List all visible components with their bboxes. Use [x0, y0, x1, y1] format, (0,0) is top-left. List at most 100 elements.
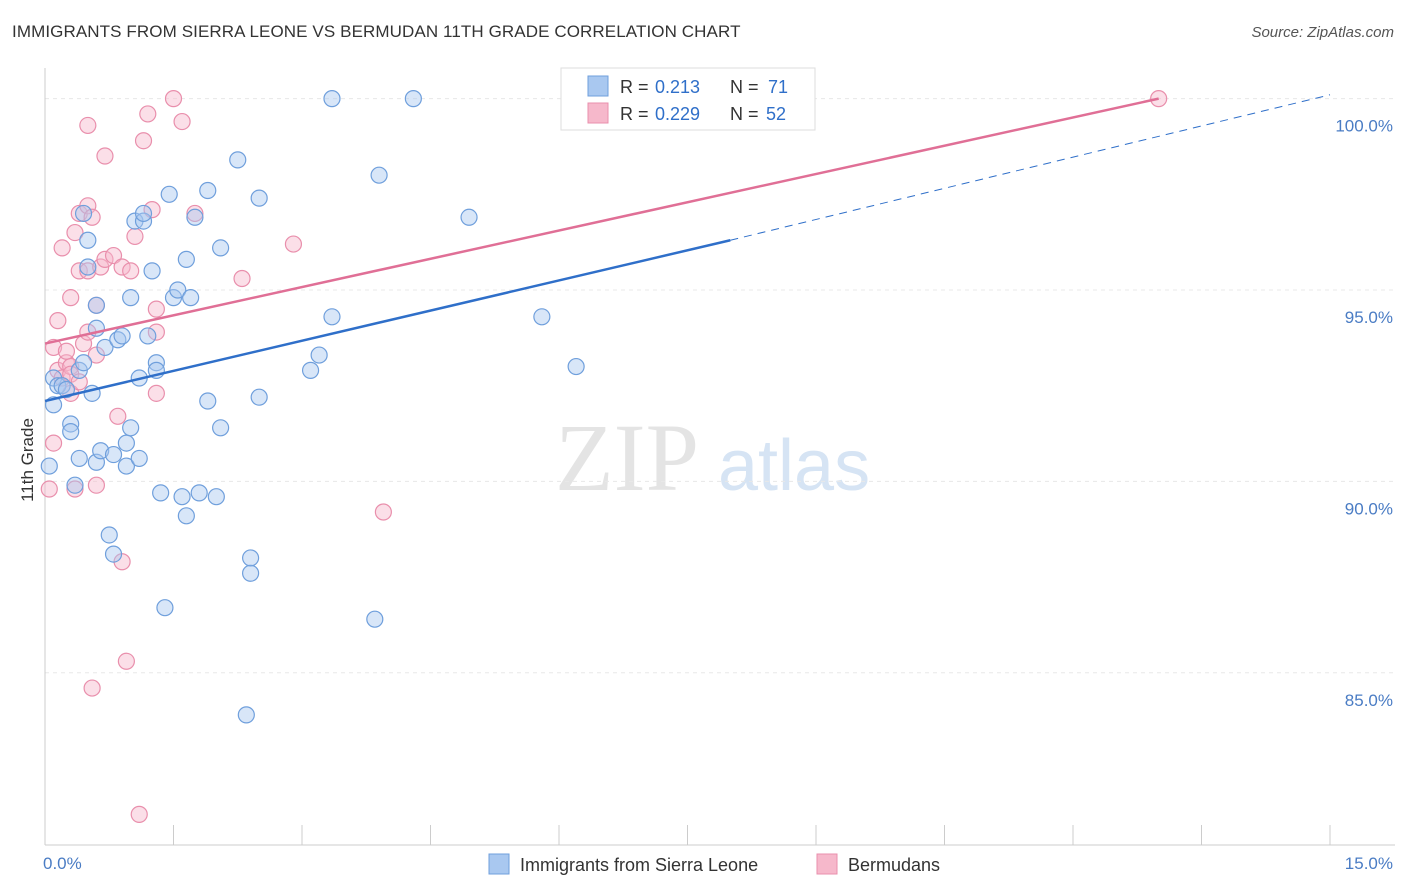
y-tick-labels: 85.0% 90.0% 95.0% 100.0% — [1335, 117, 1393, 710]
sierra-leone-point — [130, 449, 148, 468]
y-tick-label: 100.0% — [1335, 117, 1393, 136]
watermark-zip: ZIP — [555, 404, 699, 511]
bottom-legend-swatch-blue — [488, 853, 510, 875]
sierra-leone-point — [100, 526, 118, 544]
sierra-leone-point — [49, 377, 67, 395]
sierra-leone-point — [190, 484, 208, 502]
sierra-leone-point — [70, 449, 88, 468]
bermudans-point — [126, 227, 144, 246]
sierra-leone-point — [96, 338, 114, 357]
sierra-leone-point — [66, 476, 84, 494]
bermudans-point — [173, 112, 191, 131]
sierra-leone-point — [199, 181, 217, 200]
bermudans-point — [109, 407, 127, 425]
bermudans-point — [96, 250, 114, 268]
sierra-leone-point — [62, 423, 80, 441]
sierra-leone-point — [173, 488, 191, 506]
sierra-leone-point — [207, 488, 225, 506]
bermudans-point — [57, 342, 76, 360]
sierra-leone-point — [250, 189, 268, 207]
bermudans-point — [147, 384, 165, 402]
bermudans-point — [83, 208, 101, 226]
sierra-leone-point — [370, 166, 388, 184]
x-tick-label: 15.0% — [1345, 854, 1393, 873]
sierra-leone-point — [199, 392, 217, 410]
sierra-leone-point — [79, 231, 97, 249]
legend-n-value-1: 71 — [768, 77, 788, 97]
sierra-leone-point — [229, 151, 247, 169]
bermudans-point — [164, 90, 183, 108]
sierra-leone-point — [57, 380, 76, 399]
sierra-leone-point — [567, 357, 585, 376]
legend-swatch-blue — [587, 75, 609, 97]
bermudans-point — [40, 480, 58, 498]
sierra-leone-point — [74, 204, 93, 223]
bermudans-point — [66, 480, 84, 498]
sierra-leone-point — [460, 208, 478, 226]
chart-title: IMMIGRANTS FROM SIERRA LEONE VS BERMUDAN… — [12, 22, 741, 41]
legend-n-value-2: 52 — [766, 104, 786, 124]
bermudans-point — [83, 679, 101, 697]
sierra-leone-point — [323, 308, 341, 326]
bottom-legend: Immigrants from Sierra Leone Bermudans — [488, 853, 940, 875]
sierra-leone-point — [404, 90, 422, 108]
y-axis-label: 11th Grade — [18, 418, 37, 502]
sierra-leone-point — [143, 262, 161, 280]
sierra-leone-point — [366, 610, 384, 628]
bermudans-point — [113, 258, 131, 276]
bottom-legend-swatch-pink — [816, 853, 838, 875]
bottom-legend-label-1: Immigrants from Sierra Leone — [520, 855, 758, 875]
sierra-leone-point — [160, 185, 178, 203]
x-tick-labels: 0.0% 15.0% — [43, 854, 1393, 873]
sierra-leone-point — [177, 507, 195, 525]
bermudans-point — [79, 116, 97, 135]
legend-n-label-2: N = — [730, 104, 759, 124]
watermark-atlas: atlas — [718, 426, 870, 506]
legend-r-value-1: 0.213 — [655, 77, 700, 97]
bermudans-point — [147, 323, 165, 341]
sierra-leone-point — [79, 258, 97, 276]
sierra-leone-point — [134, 204, 153, 223]
sierra-leone-point — [40, 457, 58, 475]
bermudans-point — [147, 300, 165, 318]
sierra-leone-point — [156, 599, 174, 617]
sierra-leone-point — [74, 354, 93, 372]
legend-swatch-pink — [587, 102, 609, 124]
bermudans-point — [130, 805, 148, 823]
sierra-leone-point — [250, 388, 268, 406]
trendlines — [44, 94, 1331, 403]
source-credit: Source: ZipAtlas.com — [1251, 24, 1394, 41]
bermudans-point — [143, 201, 161, 219]
sierra-leone-point — [242, 564, 260, 582]
legend-r-label-2: R = — [620, 104, 649, 124]
bermudans-point — [66, 223, 84, 242]
bermudans-point — [284, 235, 303, 253]
bermudans-point — [134, 132, 153, 150]
bermudans-point — [139, 105, 157, 123]
sierra-leone-point — [301, 361, 320, 379]
bermudans-point — [62, 289, 80, 307]
y-tick-label: 95.0% — [1345, 308, 1393, 327]
bermudans-point — [117, 652, 135, 670]
gridlines — [45, 98, 1395, 674]
x-tick-label: 0.0% — [43, 854, 82, 873]
bermudans-point — [374, 503, 392, 521]
legend-n-label-1: N = — [730, 77, 759, 97]
bermudans-trendline — [44, 97, 1159, 345]
sierra-leone-trendline — [44, 239, 731, 403]
sierra-leone-trend-extension — [730, 94, 1331, 241]
sierra-leone-point — [122, 289, 140, 307]
sierra-leone-point — [117, 457, 135, 475]
sierra-leone-point — [104, 545, 123, 563]
bermudans-point — [79, 262, 97, 280]
bermudans-point — [104, 246, 123, 265]
bermudans-point — [122, 262, 140, 280]
y-tick-label: 85.0% — [1345, 691, 1393, 710]
bermudans-point — [96, 147, 114, 165]
legend-r-label-1: R = — [620, 77, 649, 97]
bottom-legend-label-2: Bermudans — [848, 855, 940, 875]
bermudans-point — [87, 476, 106, 494]
sierra-leone-point — [242, 549, 260, 567]
sierra-leone-point — [139, 327, 157, 345]
